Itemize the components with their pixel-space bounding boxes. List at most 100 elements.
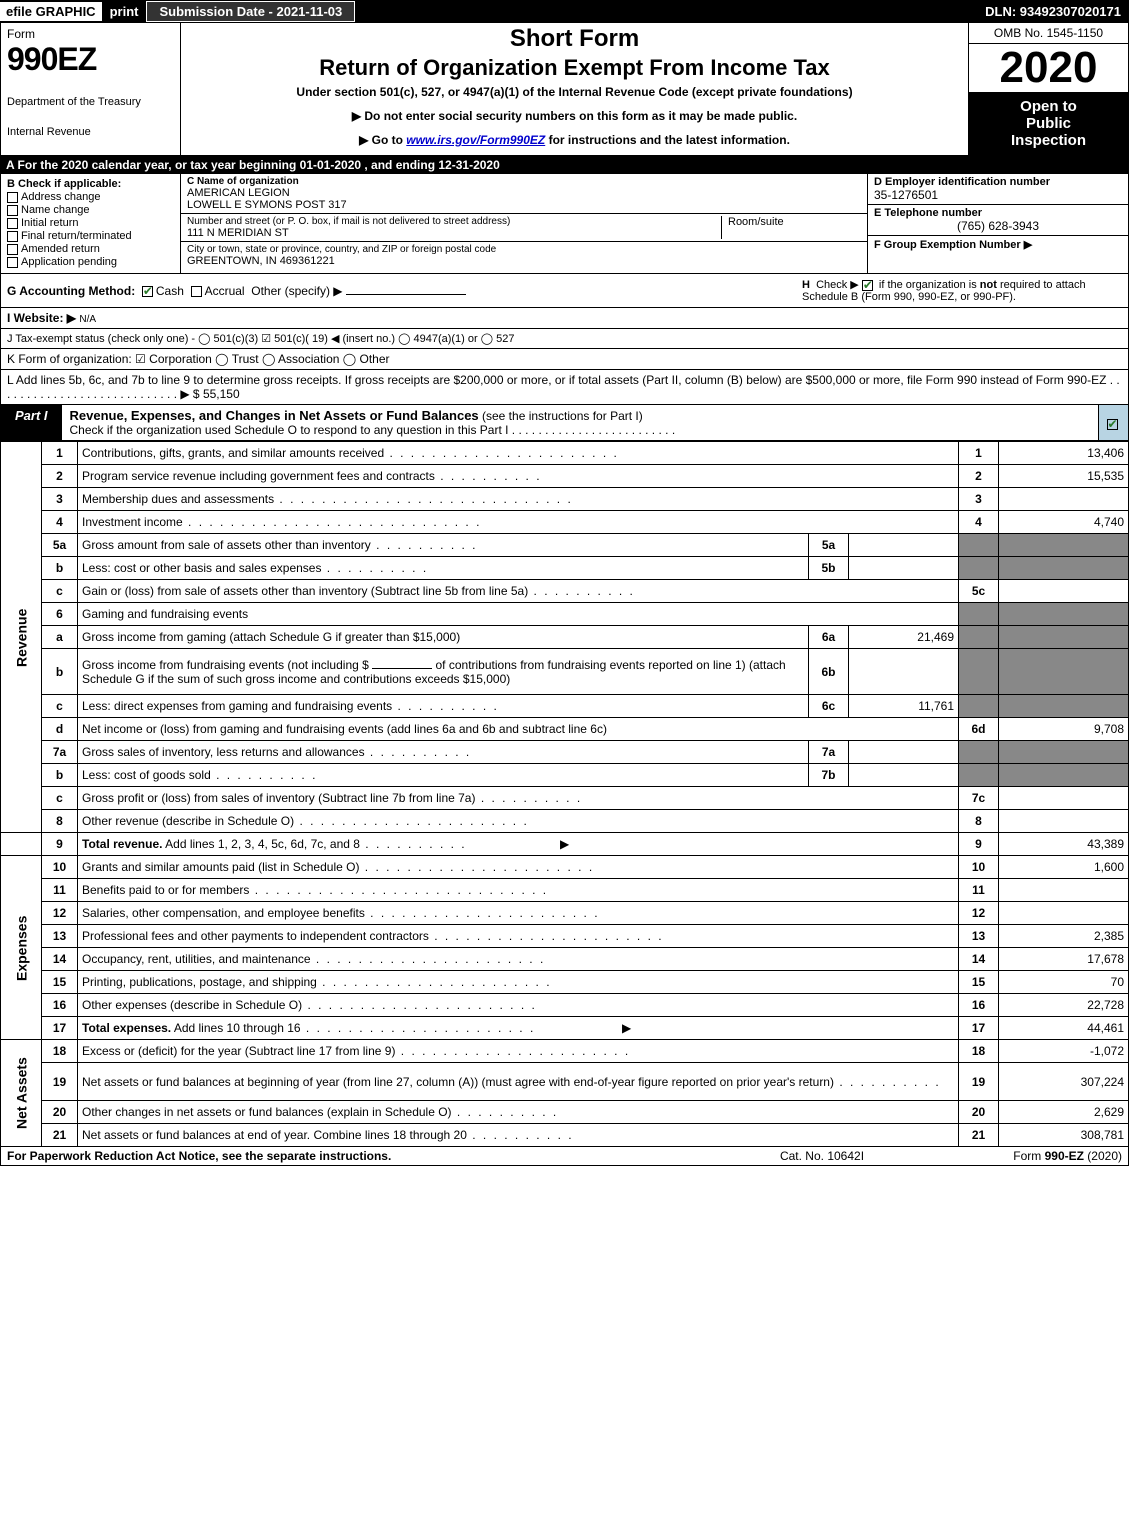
line-desc: Other expenses (describe in Schedule O) — [82, 998, 537, 1012]
table-row: d Net income or (loss) from gaming and f… — [1, 718, 1129, 741]
table-row: 12 Salaries, other compensation, and emp… — [1, 902, 1129, 925]
row-j-tax-exempt: J Tax-exempt status (check only one) - ◯… — [0, 329, 1129, 349]
revenue-side-label: Revenue — [1, 442, 42, 833]
bullet-goto-pre: ▶ Go to — [359, 133, 406, 147]
shaded-cell — [999, 764, 1129, 787]
tel-value: (765) 628-3943 — [874, 219, 1122, 233]
org-name-block: C Name of organization AMERICAN LEGION L… — [181, 174, 867, 214]
line-desc: Gross profit or (loss) from sales of inv… — [82, 791, 582, 805]
part1-title-text: Revenue, Expenses, and Changes in Net As… — [70, 408, 479, 423]
sub-val — [849, 557, 959, 580]
chk-application-pending[interactable]: Application pending — [7, 256, 174, 268]
chk-initial-return[interactable]: Initial return — [7, 217, 174, 229]
6b-blank[interactable] — [372, 668, 432, 669]
col-num: 14 — [959, 948, 999, 971]
print-label[interactable]: print — [102, 4, 147, 19]
shaded-cell — [959, 649, 999, 695]
table-row: 20 Other changes in net assets or fund b… — [1, 1101, 1129, 1124]
row-l-amount: 55,150 — [203, 387, 240, 401]
irs-link[interactable]: www.irs.gov/Form990EZ — [406, 133, 545, 147]
table-row: 11 Benefits paid to or for members 11 — [1, 879, 1129, 902]
revenue-table: Revenue 1 Contributions, gifts, grants, … — [0, 441, 1129, 1147]
col-val: 307,224 — [999, 1063, 1129, 1101]
col-num: 18 — [959, 1040, 999, 1063]
line-num: 9 — [42, 833, 78, 856]
table-row: 5a Gross amount from sale of assets othe… — [1, 534, 1129, 557]
other-specify-input[interactable] — [346, 294, 466, 295]
col-num: 13 — [959, 925, 999, 948]
info-row: B Check if applicable: Address change Na… — [0, 174, 1129, 274]
line-num: 21 — [42, 1124, 78, 1147]
line-num: 2 — [42, 465, 78, 488]
line-desc: Grants and similar amounts paid (list in… — [82, 860, 594, 874]
line-num: c — [42, 695, 78, 718]
col-num: 2 — [959, 465, 999, 488]
short-form-title: Short Form — [187, 25, 962, 53]
sub-num: 6b — [809, 649, 849, 695]
header-center: Short Form Return of Organization Exempt… — [181, 23, 968, 155]
table-row: Expenses 10 Grants and similar amounts p… — [1, 856, 1129, 879]
col-num: 4 — [959, 511, 999, 534]
table-row: 2 Program service revenue including gove… — [1, 465, 1129, 488]
irs-label: Internal Revenue — [7, 126, 174, 138]
sub-val: 11,761 — [849, 695, 959, 718]
row-i-website: I Website: ▶ N/A — [0, 308, 1129, 329]
efile-label: efile GRAPHIC — [0, 2, 102, 21]
line-num: 12 — [42, 902, 78, 925]
part1-label: Part I — [1, 405, 62, 440]
chk-name-change[interactable]: Name change — [7, 204, 174, 216]
header-left: Form 990EZ Department of the Treasury In… — [1, 23, 181, 155]
footer-left: For Paperwork Reduction Act Notice, see … — [7, 1149, 722, 1163]
col-val — [999, 879, 1129, 902]
col-val — [999, 787, 1129, 810]
line-desc: Add lines 10 through 16 — [174, 1021, 535, 1035]
org-name-1: AMERICAN LEGION — [187, 187, 861, 199]
line-num: 14 — [42, 948, 78, 971]
col-num: 12 — [959, 902, 999, 925]
bullet-goto-post: for instructions and the latest informat… — [545, 133, 790, 147]
table-row: a Gross income from gaming (attach Sched… — [1, 626, 1129, 649]
col-val: 15,535 — [999, 465, 1129, 488]
col-val: -1,072 — [999, 1040, 1129, 1063]
part1-checkbox[interactable] — [1098, 405, 1128, 440]
line-num: 16 — [42, 994, 78, 1017]
chk-amended-return[interactable]: Amended return — [7, 243, 174, 255]
part1-bar: Part I Revenue, Expenses, and Changes in… — [0, 405, 1129, 441]
line-num: 15 — [42, 971, 78, 994]
line-desc: Contributions, gifts, grants, and simila… — [82, 446, 619, 460]
row-g-h: G Accounting Method: Cash Accrual Other … — [0, 274, 1129, 308]
table-row: 14 Occupancy, rent, utilities, and maint… — [1, 948, 1129, 971]
chk-final-return[interactable]: Final return/terminated — [7, 230, 174, 242]
chk-accrual[interactable] — [191, 286, 202, 297]
chk-address-change[interactable]: Address change — [7, 191, 174, 203]
website-value: N/A — [79, 314, 96, 325]
line-desc: Net income or (loss) from gaming and fun… — [82, 722, 607, 736]
chk-cash[interactable] — [142, 286, 153, 297]
col-num: 11 — [959, 879, 999, 902]
org-name-label: C Name of organization — [187, 176, 861, 187]
col-val: 9,708 — [999, 718, 1129, 741]
col-val: 17,678 — [999, 948, 1129, 971]
part1-title: Revenue, Expenses, and Changes in Net As… — [62, 405, 1098, 440]
city-label: City or town, state or province, country… — [187, 244, 861, 255]
sub-num: 6a — [809, 626, 849, 649]
tel-label: E Telephone number — [874, 207, 1122, 219]
line-desc: Net assets or fund balances at beginning… — [82, 1075, 941, 1089]
shaded-cell — [959, 626, 999, 649]
table-row: c Gross profit or (loss) from sales of i… — [1, 787, 1129, 810]
shaded-cell — [999, 603, 1129, 626]
group-exemption-label: F Group Exemption Number ▶ — [874, 238, 1122, 251]
line-desc: Other changes in net assets or fund bala… — [82, 1105, 558, 1119]
shaded-cell — [959, 764, 999, 787]
col-num: 3 — [959, 488, 999, 511]
line-desc: Add lines 1, 2, 3, 4, 5c, 6d, 7c, and 8 — [165, 837, 466, 851]
col-num: 10 — [959, 856, 999, 879]
line-desc: Gross sales of inventory, less returns a… — [82, 745, 471, 759]
table-row: b Less: cost of goods sold 7b — [1, 764, 1129, 787]
sub-val: 21,469 — [849, 626, 959, 649]
line-desc: Other revenue (describe in Schedule O) — [82, 814, 529, 828]
chk-schedule-b[interactable] — [862, 280, 873, 291]
table-row: 19 Net assets or fund balances at beginn… — [1, 1063, 1129, 1101]
line-desc: Gross income from gaming (attach Schedul… — [82, 630, 460, 644]
col-val: 1,600 — [999, 856, 1129, 879]
